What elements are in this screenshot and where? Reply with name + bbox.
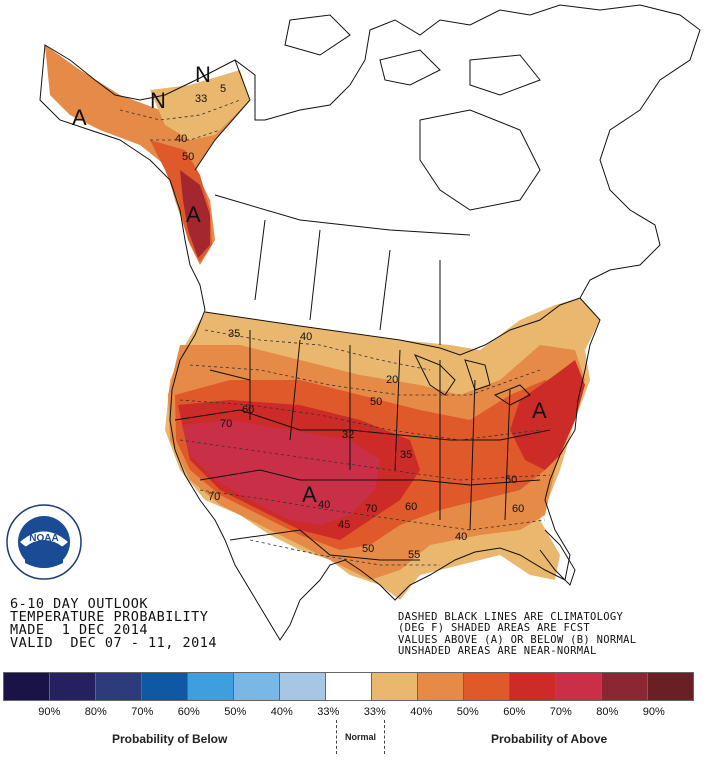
contour-5: 5 bbox=[220, 83, 226, 95]
contour-70b: 70 bbox=[365, 503, 377, 515]
legend-swatch bbox=[325, 672, 372, 701]
title-line-3: MADE 1 DEC 2014 bbox=[10, 622, 149, 638]
contour-35b: 35 bbox=[400, 449, 412, 461]
label-A-northeast: A bbox=[532, 398, 547, 423]
legend-swatch bbox=[279, 672, 326, 701]
contour-35: 35 bbox=[228, 328, 240, 340]
legend-swatch bbox=[647, 672, 694, 701]
contour-40a: 40 bbox=[175, 133, 187, 145]
region-ak-40b bbox=[150, 70, 250, 140]
contour-60c: 60 bbox=[512, 503, 524, 515]
contour-20: 20 bbox=[386, 374, 398, 386]
legend-swatch bbox=[463, 672, 510, 701]
legend-percent: 33% bbox=[363, 706, 386, 718]
legend-percent: 90% bbox=[642, 706, 665, 718]
contour-40b: 40 bbox=[318, 499, 330, 511]
legend-percent: 50% bbox=[456, 706, 479, 718]
contour-40c: 40 bbox=[455, 531, 467, 543]
legend-percent: 33% bbox=[317, 706, 340, 718]
title-line-1: 6-10 DAY OUTLOOK bbox=[10, 596, 149, 612]
normal-label: Normal bbox=[345, 732, 377, 742]
note-line-4: UNSHADED AREAS ARE NEAR-NORMAL bbox=[398, 644, 597, 657]
legend-swatch bbox=[601, 672, 648, 701]
contour-60b: 60 bbox=[405, 501, 417, 513]
legend-percent: 90% bbox=[38, 706, 61, 718]
title-line-2: TEMPERATURE PROBABILITY bbox=[10, 609, 209, 625]
notes-block: DASHED BLACK LINES ARE CLIMATOLOGY (DEG F… bbox=[398, 611, 637, 657]
legend-swatch bbox=[141, 672, 188, 701]
note-line-3: VALUES ABOVE (A) OR BELOW (B) NORMAL bbox=[398, 633, 637, 646]
label-A-bc: A bbox=[186, 202, 201, 227]
normal-divider-left bbox=[336, 720, 337, 754]
normal-divider-right bbox=[384, 720, 385, 754]
legend-percent: 40% bbox=[410, 706, 433, 718]
contour-60: 60 bbox=[242, 404, 254, 416]
probability-below-label: Probability of Below bbox=[112, 732, 228, 746]
label-A-southwest: A bbox=[302, 482, 317, 507]
shaded-areas bbox=[45, 45, 600, 600]
region-80 bbox=[182, 420, 380, 525]
legend-percent: 80% bbox=[84, 706, 107, 718]
legend-percent: 70% bbox=[549, 706, 572, 718]
legend-percent: 70% bbox=[131, 706, 154, 718]
legend-swatch bbox=[49, 672, 96, 701]
probability-above-label: Probability of Above bbox=[491, 732, 608, 746]
region-ne-60 bbox=[510, 360, 585, 470]
legend-swatch bbox=[187, 672, 234, 701]
contour-40: 40 bbox=[300, 331, 312, 343]
legend-swatch bbox=[233, 672, 280, 701]
note-line-2: (DEG F) SHADED AREAS ARE FCST bbox=[398, 622, 591, 635]
contour-32: 32 bbox=[342, 429, 354, 441]
probability-legend: 90% 80% 70% 60% 50% 40% 33% 33% 40% 50% 60% 70% 80% 9… bbox=[0, 668, 719, 760]
region-ak-60 bbox=[180, 170, 210, 258]
contour-50c: 50 bbox=[505, 474, 517, 486]
contour-50b: 50 bbox=[362, 543, 374, 555]
noaa-logo-text: NOAA bbox=[29, 533, 58, 544]
title-block: 6-10 DAY OUTLOOK TEMPERATURE PROBABILITY M… bbox=[10, 596, 218, 651]
legend-percent: 50% bbox=[224, 706, 247, 718]
climatology-lines bbox=[119, 99, 551, 566]
contour-70c: 70 bbox=[208, 491, 220, 503]
contour-45: 45 bbox=[338, 519, 350, 531]
map-labels: A A A A N N 33 5 40 50 35 40 20 50 60 70… bbox=[72, 62, 547, 561]
boundaries bbox=[39, 4, 701, 641]
legend-swatch bbox=[417, 672, 464, 701]
legend-percent: 40% bbox=[270, 706, 293, 718]
note-line-1: DASHED BLACK LINES ARE CLIMATOLOGY bbox=[398, 611, 624, 623]
legend-swatch bbox=[95, 672, 142, 701]
noaa-logo: NOAA bbox=[6, 504, 82, 580]
legend-percent: 60% bbox=[503, 706, 526, 718]
legend-percent: 60% bbox=[177, 706, 200, 718]
contour-50a: 50 bbox=[182, 151, 194, 163]
contour-33: 33 bbox=[195, 93, 207, 105]
outlook-map: A A A A N N 33 5 40 50 35 40 20 50 60 70… bbox=[39, 4, 701, 641]
legend-percents: 90% 80% 70% 60% 50% 40% 33% 33% 40% 50% 60% 70% 80% 9… bbox=[26, 706, 677, 718]
legend-swatch bbox=[3, 672, 50, 701]
legend-swatches bbox=[3, 672, 694, 701]
label-N-1: N bbox=[150, 88, 166, 113]
label-A-alaska: A bbox=[72, 105, 87, 130]
legend-percent: 80% bbox=[596, 706, 619, 718]
label-N-2: N bbox=[195, 62, 211, 87]
title-line-4: VALID DEC 07 - 11, 2014 bbox=[10, 635, 218, 651]
contour-50: 50 bbox=[370, 396, 382, 408]
legend-swatch bbox=[509, 672, 556, 701]
contour-55: 55 bbox=[408, 549, 420, 561]
legend-swatch bbox=[555, 672, 602, 701]
contour-70: 70 bbox=[220, 418, 232, 430]
legend-swatch bbox=[371, 672, 418, 701]
